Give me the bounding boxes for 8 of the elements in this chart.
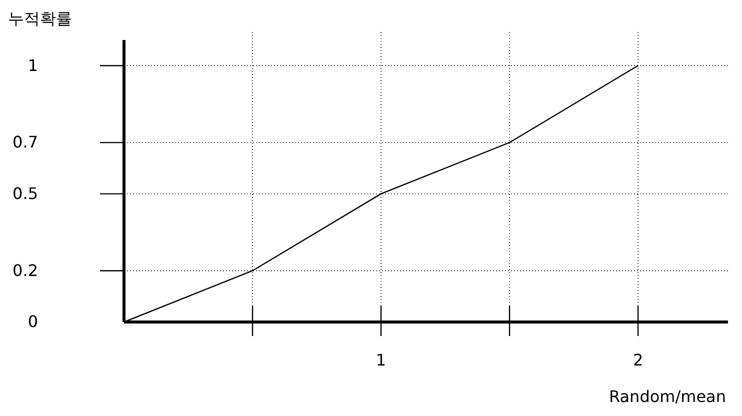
y-tick-label: 0.7	[12, 132, 38, 152]
y-tick-label: 0	[28, 312, 38, 332]
x-tick-label: 2	[632, 350, 644, 370]
x-axis-title: Random/mean	[608, 387, 726, 406]
y-tick-label: 0.2	[12, 260, 38, 280]
y-tick-label: 0.5	[12, 184, 38, 203]
y-tick-label: 1	[28, 56, 38, 75]
y-axis-title: 누적확률	[8, 9, 72, 28]
